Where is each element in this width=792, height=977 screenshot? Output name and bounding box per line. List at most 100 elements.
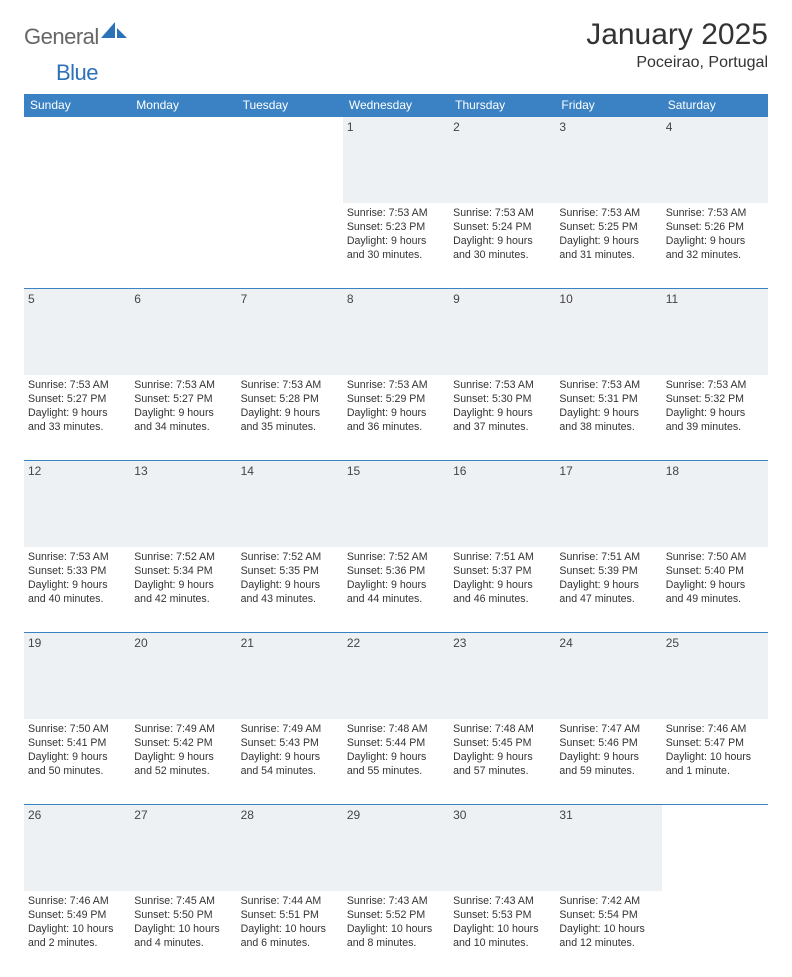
- day-cell: Sunrise: 7:51 AMSunset: 5:39 PMDaylight:…: [555, 547, 661, 633]
- day-number: 31: [555, 805, 661, 891]
- day-detail-line: Sunset: 5:27 PM: [28, 392, 126, 406]
- day-number: 22: [343, 633, 449, 719]
- day-detail-line: Sunrise: 7:53 AM: [347, 206, 445, 220]
- day-number: 26: [24, 805, 130, 891]
- col-tuesday: Tuesday: [237, 94, 343, 117]
- day-cell: Sunrise: 7:53 AMSunset: 5:33 PMDaylight:…: [24, 547, 130, 633]
- day-detail-line: Sunrise: 7:53 AM: [28, 550, 126, 564]
- weekday-header-row: Sunday Monday Tuesday Wednesday Thursday…: [24, 94, 768, 117]
- day-detail-line: Sunset: 5:51 PM: [241, 908, 339, 922]
- day-details: Sunrise: 7:52 AMSunset: 5:35 PMDaylight:…: [241, 550, 339, 607]
- day-detail-line: Daylight: 9 hours and 39 minutes.: [666, 406, 764, 435]
- day-cell: Sunrise: 7:47 AMSunset: 5:46 PMDaylight:…: [555, 719, 661, 805]
- day-detail-line: Sunset: 5:32 PM: [666, 392, 764, 406]
- day-detail-line: Sunset: 5:37 PM: [453, 564, 551, 578]
- day-details: Sunrise: 7:53 AMSunset: 5:28 PMDaylight:…: [241, 378, 339, 435]
- logo: General: [24, 24, 127, 50]
- logo-sail-icon: [101, 22, 127, 45]
- week-row: Sunrise: 7:53 AMSunset: 5:27 PMDaylight:…: [24, 375, 768, 461]
- day-detail-line: Daylight: 9 hours and 49 minutes.: [666, 578, 764, 607]
- day-cell: Sunrise: 7:53 AMSunset: 5:27 PMDaylight:…: [130, 375, 236, 461]
- day-detail-line: Sunrise: 7:48 AM: [453, 722, 551, 736]
- day-detail-line: Daylight: 10 hours and 4 minutes.: [134, 922, 232, 951]
- day-details: Sunrise: 7:45 AMSunset: 5:50 PMDaylight:…: [134, 894, 232, 951]
- day-detail-line: Sunrise: 7:52 AM: [347, 550, 445, 564]
- week-row: Sunrise: 7:53 AMSunset: 5:33 PMDaylight:…: [24, 547, 768, 633]
- week-row: Sunrise: 7:53 AMSunset: 5:23 PMDaylight:…: [24, 203, 768, 289]
- day-detail-line: Daylight: 10 hours and 6 minutes.: [241, 922, 339, 951]
- day-detail-line: Daylight: 9 hours and 44 minutes.: [347, 578, 445, 607]
- day-number: 2: [449, 117, 555, 203]
- day-cell: Sunrise: 7:53 AMSunset: 5:31 PMDaylight:…: [555, 375, 661, 461]
- daynum-row: 12131415161718: [24, 461, 768, 547]
- day-detail-line: Daylight: 9 hours and 30 minutes.: [453, 234, 551, 263]
- day-details: Sunrise: 7:50 AMSunset: 5:41 PMDaylight:…: [28, 722, 126, 779]
- day-detail-line: Sunrise: 7:50 AM: [666, 550, 764, 564]
- title-block: January 2025 Poceirao, Portugal: [586, 18, 768, 72]
- day-details: Sunrise: 7:52 AMSunset: 5:36 PMDaylight:…: [347, 550, 445, 607]
- day-details: Sunrise: 7:53 AMSunset: 5:23 PMDaylight:…: [347, 206, 445, 263]
- day-detail-line: Sunset: 5:49 PM: [28, 908, 126, 922]
- day-cell: Sunrise: 7:53 AMSunset: 5:25 PMDaylight:…: [555, 203, 661, 289]
- day-detail-line: Daylight: 10 hours and 8 minutes.: [347, 922, 445, 951]
- day-details: Sunrise: 7:52 AMSunset: 5:34 PMDaylight:…: [134, 550, 232, 607]
- day-details: Sunrise: 7:46 AMSunset: 5:47 PMDaylight:…: [666, 722, 764, 779]
- col-friday: Friday: [555, 94, 661, 117]
- day-cell: Sunrise: 7:51 AMSunset: 5:37 PMDaylight:…: [449, 547, 555, 633]
- day-number: 3: [555, 117, 661, 203]
- day-cell: Sunrise: 7:46 AMSunset: 5:49 PMDaylight:…: [24, 891, 130, 977]
- day-detail-line: Sunrise: 7:43 AM: [453, 894, 551, 908]
- day-detail-line: Daylight: 9 hours and 47 minutes.: [559, 578, 657, 607]
- day-detail-line: Sunrise: 7:43 AM: [347, 894, 445, 908]
- day-number: 11: [662, 289, 768, 375]
- day-detail-line: Sunrise: 7:53 AM: [559, 378, 657, 392]
- day-cell: Sunrise: 7:42 AMSunset: 5:54 PMDaylight:…: [555, 891, 661, 977]
- day-cell: [24, 203, 130, 289]
- day-detail-line: Sunset: 5:44 PM: [347, 736, 445, 750]
- day-cell: [130, 203, 236, 289]
- day-detail-line: Daylight: 9 hours and 57 minutes.: [453, 750, 551, 779]
- day-details: Sunrise: 7:49 AMSunset: 5:42 PMDaylight:…: [134, 722, 232, 779]
- day-detail-line: Sunset: 5:34 PM: [134, 564, 232, 578]
- day-cell: [237, 203, 343, 289]
- day-cell: Sunrise: 7:43 AMSunset: 5:53 PMDaylight:…: [449, 891, 555, 977]
- day-detail-line: Sunrise: 7:44 AM: [241, 894, 339, 908]
- daynum-row: 262728293031: [24, 805, 768, 891]
- logo-text-blue: Blue: [56, 60, 98, 85]
- day-detail-line: Daylight: 9 hours and 30 minutes.: [347, 234, 445, 263]
- day-details: Sunrise: 7:53 AMSunset: 5:25 PMDaylight:…: [559, 206, 657, 263]
- day-detail-line: Daylight: 9 hours and 54 minutes.: [241, 750, 339, 779]
- day-detail-line: Sunset: 5:42 PM: [134, 736, 232, 750]
- day-number: 1: [343, 117, 449, 203]
- day-cell: [662, 891, 768, 977]
- day-cell: Sunrise: 7:53 AMSunset: 5:27 PMDaylight:…: [24, 375, 130, 461]
- week-row: Sunrise: 7:46 AMSunset: 5:49 PMDaylight:…: [24, 891, 768, 977]
- day-number: 23: [449, 633, 555, 719]
- day-detail-line: Daylight: 9 hours and 43 minutes.: [241, 578, 339, 607]
- day-number: 16: [449, 461, 555, 547]
- daynum-row: 567891011: [24, 289, 768, 375]
- day-number: [237, 117, 343, 203]
- day-detail-line: Daylight: 9 hours and 40 minutes.: [28, 578, 126, 607]
- day-detail-line: Sunset: 5:45 PM: [453, 736, 551, 750]
- day-detail-line: Sunset: 5:30 PM: [453, 392, 551, 406]
- daynum-row: 1234: [24, 117, 768, 203]
- day-cell: Sunrise: 7:50 AMSunset: 5:41 PMDaylight:…: [24, 719, 130, 805]
- day-details: Sunrise: 7:48 AMSunset: 5:44 PMDaylight:…: [347, 722, 445, 779]
- day-number: 29: [343, 805, 449, 891]
- day-detail-line: Daylight: 9 hours and 55 minutes.: [347, 750, 445, 779]
- day-details: Sunrise: 7:50 AMSunset: 5:40 PMDaylight:…: [666, 550, 764, 607]
- day-detail-line: Sunset: 5:46 PM: [559, 736, 657, 750]
- day-detail-line: Sunrise: 7:49 AM: [241, 722, 339, 736]
- day-detail-line: Sunrise: 7:53 AM: [241, 378, 339, 392]
- day-detail-line: Sunrise: 7:53 AM: [347, 378, 445, 392]
- day-detail-line: Sunrise: 7:53 AM: [28, 378, 126, 392]
- day-cell: Sunrise: 7:48 AMSunset: 5:44 PMDaylight:…: [343, 719, 449, 805]
- day-detail-line: Daylight: 9 hours and 50 minutes.: [28, 750, 126, 779]
- day-details: Sunrise: 7:53 AMSunset: 5:29 PMDaylight:…: [347, 378, 445, 435]
- day-detail-line: Sunset: 5:31 PM: [559, 392, 657, 406]
- day-detail-line: Daylight: 9 hours and 36 minutes.: [347, 406, 445, 435]
- day-detail-line: Sunset: 5:52 PM: [347, 908, 445, 922]
- day-detail-line: Sunset: 5:47 PM: [666, 736, 764, 750]
- day-cell: Sunrise: 7:48 AMSunset: 5:45 PMDaylight:…: [449, 719, 555, 805]
